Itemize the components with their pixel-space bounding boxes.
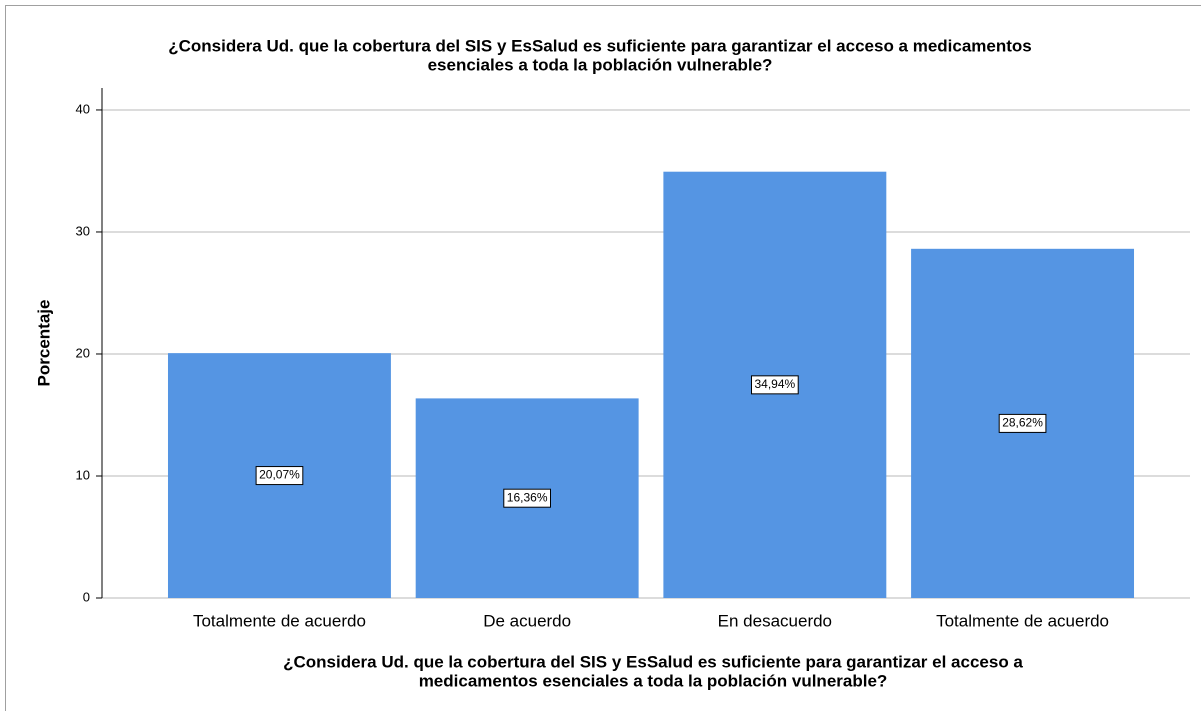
- y-tick-label: 40: [76, 101, 90, 116]
- y-tick-label: 20: [76, 345, 90, 360]
- x-tick-label: De acuerdo: [483, 611, 571, 630]
- x-tick-label: En desacuerdo: [718, 611, 832, 630]
- y-tick-label: 10: [76, 467, 90, 482]
- x-axis-label: ¿Considera Ud. que la cobertura del SIS …: [283, 652, 1023, 671]
- chart-title: ¿Considera Ud. que la cobertura del SIS …: [168, 36, 1032, 55]
- y-tick-label: 30: [76, 223, 90, 238]
- frame: [5, 5, 1201, 711]
- value-label: 16,36%: [507, 490, 548, 504]
- value-label: 20,07%: [259, 468, 300, 482]
- x-tick-label: Totalmente de acuerdo: [193, 611, 366, 630]
- value-label-box: [998, 413, 1047, 433]
- value-label-box: [255, 466, 304, 486]
- value-label: 28,62%: [1002, 416, 1043, 430]
- value-label-box: [503, 488, 552, 508]
- x-axis-label: medicamentos esenciales a toda la poblac…: [419, 671, 888, 690]
- chart-title: esenciales a toda la población vulnerabl…: [428, 55, 773, 74]
- x-tick-label: Totalmente de acuerdo: [936, 611, 1109, 630]
- y-tick-label: 0: [83, 589, 90, 604]
- value-label-box: [750, 375, 799, 395]
- y-axis-label: Porcentaje: [34, 300, 53, 387]
- value-label: 34,94%: [754, 377, 795, 391]
